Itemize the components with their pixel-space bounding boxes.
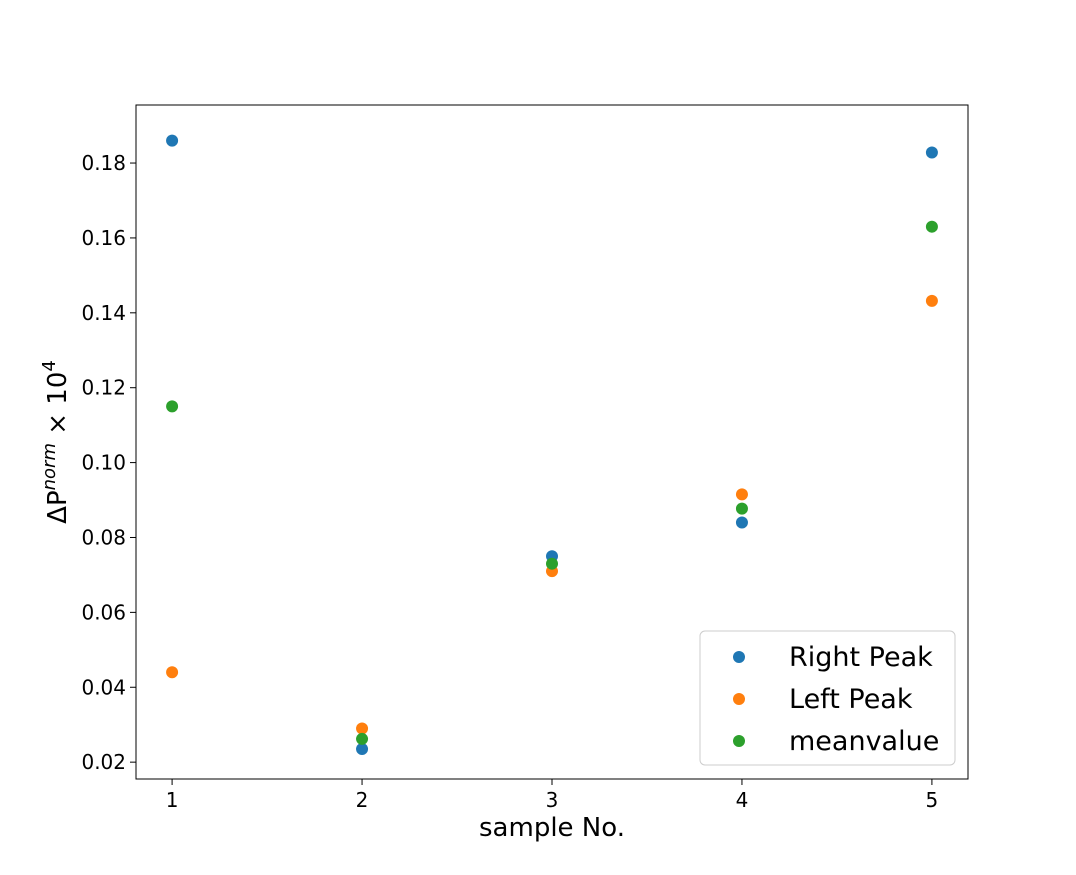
x-tick-label: 2: [356, 788, 369, 812]
data-points: [166, 134, 938, 756]
legend-label-meanvalue: meanvalue: [789, 726, 939, 757]
x-tick-label: 4: [736, 788, 749, 812]
legend-marker-right-peak: [733, 651, 745, 663]
y-axis-label-exponent: 4: [39, 360, 60, 371]
y-tick-label: 0.08: [81, 525, 126, 549]
legend-label-right-peak: Right Peak: [789, 642, 933, 673]
point-meanvalue: [735, 502, 748, 515]
point-meanvalue: [546, 557, 558, 570]
y-axis-label: ΔPnorm × 104: [39, 360, 73, 524]
point-meanvalue: [356, 732, 369, 745]
legend-marker-left-peak: [733, 693, 745, 705]
y-tick-label: 0.06: [81, 600, 126, 624]
point-right-peak: [166, 134, 179, 147]
y-axis-label-times: × 10: [43, 372, 73, 443]
point-meanvalue: [166, 400, 179, 413]
point-meanvalue: [925, 220, 938, 233]
x-tick-label: 3: [546, 788, 559, 812]
y-tick-label: 0.18: [81, 151, 126, 175]
x-axis: 1 2 3 4 5: [166, 779, 939, 812]
y-tick-label: 0.12: [81, 376, 126, 400]
legend-marker-meanvalue: [733, 735, 745, 747]
point-right-peak: [925, 146, 938, 159]
x-tick-label: 1: [166, 788, 179, 812]
y-axis: 0.02 0.04 0.06 0.08 0.10 0.12 0.14 0.16 0.18: [81, 151, 136, 774]
y-tick-label: 0.14: [81, 301, 126, 325]
y-tick-label: 0.10: [81, 451, 126, 475]
y-axis-label-base: ΔP: [43, 490, 73, 523]
y-tick-label: 0.02: [81, 750, 126, 774]
legend-label-left-peak: Left Peak: [789, 684, 913, 715]
point-right-peak: [356, 743, 369, 756]
point-left-peak: [735, 488, 748, 501]
point-left-peak: [356, 722, 369, 735]
y-axis-label-superscript: norm: [39, 443, 60, 490]
y-tick-label: 0.04: [81, 675, 126, 699]
x-tick-label: 5: [926, 788, 939, 812]
y-tick-label: 0.16: [81, 226, 126, 250]
point-left-peak: [925, 294, 938, 307]
legend: Right Peak Left Peak meanvalue: [699, 630, 956, 766]
x-axis-label: sample No.: [479, 813, 625, 843]
legend-frame: [699, 630, 956, 766]
point-right-peak: [735, 516, 748, 529]
point-left-peak: [166, 666, 179, 679]
